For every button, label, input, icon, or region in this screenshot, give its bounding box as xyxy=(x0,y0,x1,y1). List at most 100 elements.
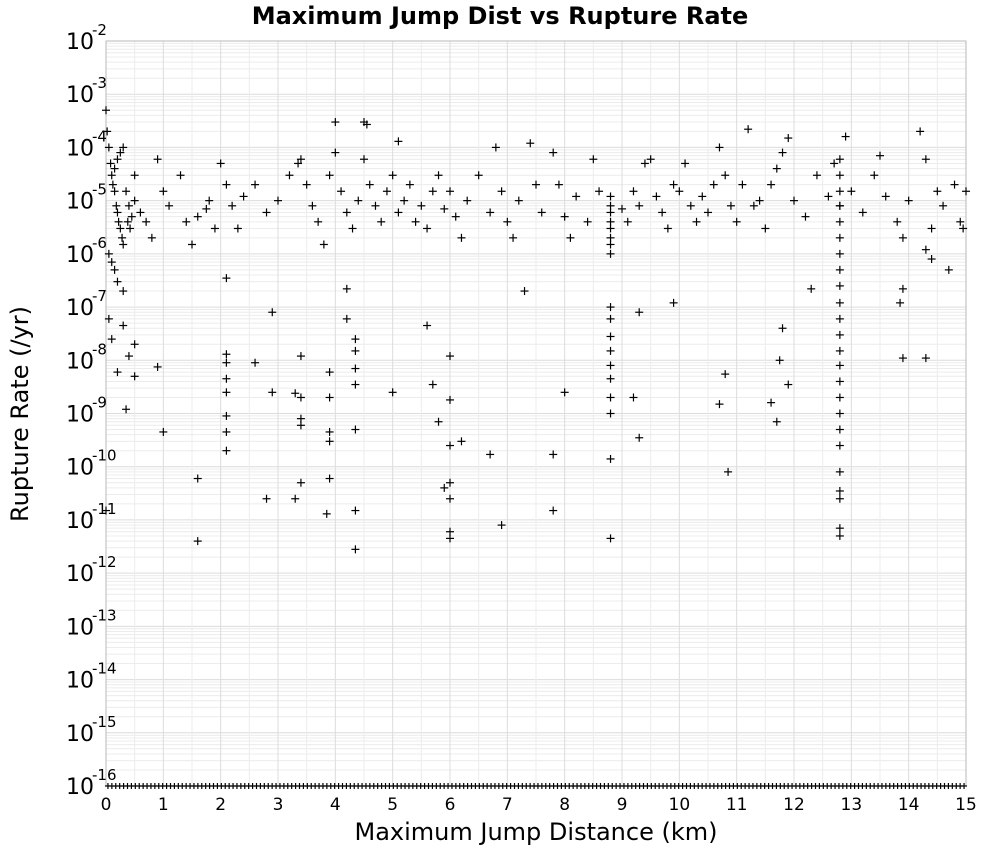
y-tick-label: 10-2 xyxy=(66,21,107,55)
data-point xyxy=(377,217,386,226)
data-point xyxy=(342,208,351,217)
data-point xyxy=(417,201,426,210)
x-tick-label: 4 xyxy=(330,795,341,815)
data-point xyxy=(835,393,844,402)
y-tick-base: 10 xyxy=(66,403,94,428)
data-point xyxy=(446,441,454,450)
data-point xyxy=(904,196,913,205)
x-tick-label: 10 xyxy=(669,795,691,815)
data-point xyxy=(325,393,334,402)
data-point xyxy=(898,354,907,363)
data-point xyxy=(835,265,844,274)
data-point xyxy=(775,356,784,365)
data-point xyxy=(755,196,764,205)
data-point xyxy=(153,155,162,164)
data-point xyxy=(446,534,454,543)
data-point xyxy=(893,217,902,226)
data-point xyxy=(222,374,231,383)
data-point xyxy=(583,217,592,226)
data-point xyxy=(110,265,119,274)
data-point xyxy=(440,483,449,492)
data-point xyxy=(274,196,282,205)
data-point xyxy=(331,118,340,127)
data-point xyxy=(898,284,907,293)
data-point xyxy=(830,159,839,168)
x-axis-label: Maximum Jump Distance (km) xyxy=(355,818,718,846)
data-point xyxy=(554,180,563,189)
data-point xyxy=(114,217,123,226)
y-tick-label: 10-14 xyxy=(66,660,117,694)
data-point xyxy=(927,255,936,264)
y-tick-base: 10 xyxy=(66,190,94,215)
data-point xyxy=(669,298,678,307)
data-point xyxy=(772,417,781,426)
data-point xyxy=(652,192,661,201)
data-point xyxy=(291,494,300,503)
data-point xyxy=(669,180,678,189)
y-tick-exponent: -11 xyxy=(92,500,117,518)
data-point xyxy=(394,208,403,217)
data-point xyxy=(365,180,374,189)
data-point xyxy=(606,409,615,418)
data-point xyxy=(835,361,844,370)
data-point xyxy=(119,321,128,330)
x-tick-label: 0 xyxy=(101,795,112,815)
x-tick-label: 11 xyxy=(726,795,748,815)
data-point xyxy=(188,240,196,249)
y-axis-label: Rupture Rate (/yr) xyxy=(6,306,34,522)
data-point xyxy=(463,196,472,205)
data-point xyxy=(119,143,128,152)
y-tick-exponent: -9 xyxy=(92,394,107,412)
y-tick-label: 10-9 xyxy=(66,394,107,428)
data-point xyxy=(446,478,454,487)
data-point xyxy=(119,287,128,296)
data-point xyxy=(434,171,443,180)
y-tick-exponent: -8 xyxy=(92,340,107,358)
data-point xyxy=(302,180,311,189)
data-point xyxy=(325,437,334,446)
data-point xyxy=(606,314,615,323)
data-point xyxy=(618,204,626,213)
x-tick-label: 5 xyxy=(387,795,398,815)
data-point xyxy=(119,240,128,249)
data-point xyxy=(362,120,371,129)
data-point xyxy=(606,192,615,201)
y-tick-base: 10 xyxy=(66,509,94,534)
data-point xyxy=(724,467,733,476)
data-point xyxy=(635,308,644,317)
data-point xyxy=(778,148,787,157)
data-point xyxy=(784,134,793,143)
data-point xyxy=(457,437,466,446)
data-point xyxy=(351,364,360,373)
grid xyxy=(105,40,967,787)
y-tick-base: 10 xyxy=(66,83,94,108)
data-point xyxy=(202,204,211,213)
data-point xyxy=(858,208,867,217)
data-point xyxy=(428,187,437,196)
data-point xyxy=(835,524,844,533)
data-point xyxy=(790,196,798,205)
data-point xyxy=(520,287,529,296)
data-point xyxy=(835,425,844,434)
data-point xyxy=(772,164,781,173)
data-point xyxy=(351,506,360,515)
data-point xyxy=(715,143,724,152)
data-point xyxy=(106,159,115,168)
data-point xyxy=(606,303,615,312)
data-point xyxy=(122,187,131,196)
data-point xyxy=(113,155,122,164)
data-point xyxy=(721,370,730,379)
chart-title: Maximum Jump Dist vs Rupture Rate xyxy=(252,2,749,30)
data-point xyxy=(451,212,460,221)
data-point xyxy=(835,249,844,258)
x-tick-label: 7 xyxy=(502,795,513,815)
data-point xyxy=(939,201,948,210)
data-point xyxy=(847,187,856,196)
data-point xyxy=(108,180,117,189)
data-point xyxy=(933,187,942,196)
data-point xyxy=(950,180,959,189)
data-point xyxy=(870,171,879,180)
data-point xyxy=(176,171,185,180)
data-point xyxy=(658,208,667,217)
data-point xyxy=(351,346,360,355)
